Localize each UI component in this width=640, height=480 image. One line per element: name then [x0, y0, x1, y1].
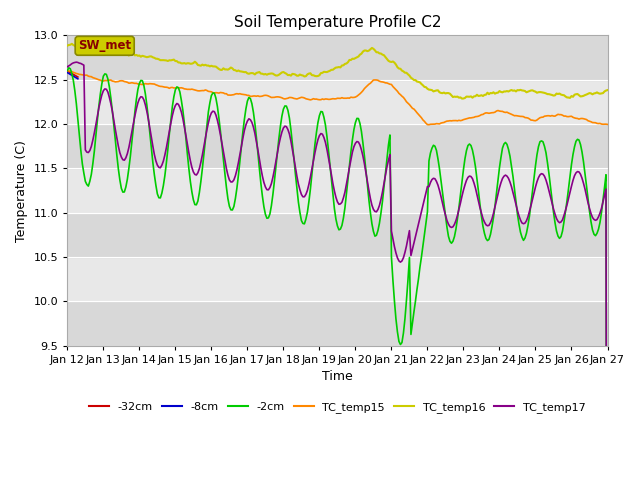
Y-axis label: Temperature (C): Temperature (C) [15, 140, 28, 241]
Bar [67, 257, 607, 301]
Bar [67, 80, 607, 124]
Title: Soil Temperature Profile C2: Soil Temperature Profile C2 [234, 15, 441, 30]
Bar [67, 36, 607, 80]
Bar [67, 213, 607, 257]
X-axis label: Time: Time [322, 371, 353, 384]
Text: SW_met: SW_met [78, 39, 131, 52]
Bar [67, 124, 607, 168]
Bar [67, 301, 607, 346]
Bar [67, 168, 607, 213]
Legend: -32cm, -8cm, -2cm, TC_temp15, TC_temp16, TC_temp17: -32cm, -8cm, -2cm, TC_temp15, TC_temp16,… [84, 398, 591, 418]
